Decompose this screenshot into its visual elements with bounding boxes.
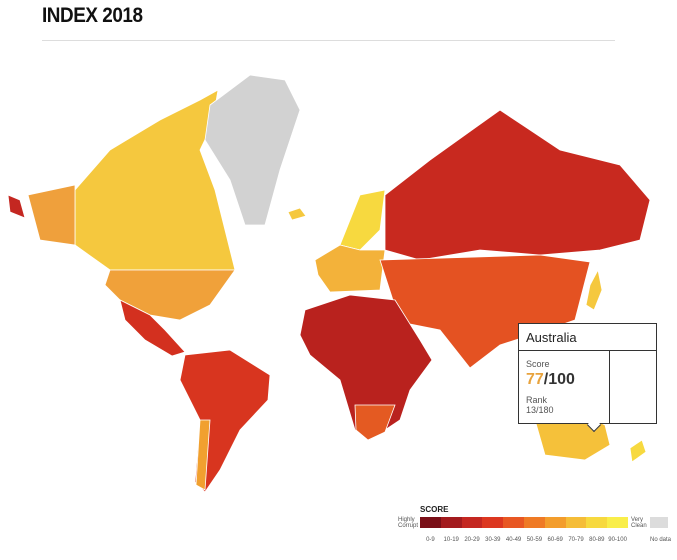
legend-swatch (440, 517, 463, 528)
score-suffix: /100 (543, 371, 575, 388)
tooltip-body: Score 77/100 Rank 13/180 (526, 359, 575, 415)
score: 77/100 (526, 371, 575, 389)
legend-swatch (524, 517, 546, 528)
usa (104, 269, 236, 321)
legend-bin-label: 90-100 (608, 537, 627, 543)
legend-swatch (544, 517, 567, 528)
greenland (204, 74, 301, 226)
legend-bin-label: 30-39 (485, 537, 501, 543)
legend-swatch (482, 517, 504, 528)
legend-high: Very Clean (631, 517, 647, 529)
legend-low: Highly Corrupt (398, 517, 419, 529)
divider (42, 40, 615, 41)
no-data-label: No data (650, 537, 672, 543)
legend-bin-label: 50-59 (526, 537, 543, 543)
legend-bin-label: 0-9 (426, 537, 435, 543)
alaska (27, 184, 76, 246)
legend-bin-label: 70-79 (568, 537, 584, 543)
legend-title: SCORE (420, 505, 449, 514)
title: INDEX 2018 (42, 4, 143, 27)
legend-swatch (565, 517, 587, 528)
legend-bin-label: 40-49 (505, 537, 522, 543)
legend-swatch (607, 517, 629, 528)
southern-africa (354, 404, 396, 441)
score-label: Score (526, 359, 550, 369)
tooltip: Australia Score 77/100 Rank 13/180 (518, 323, 657, 433)
tooltip-divider (609, 351, 610, 424)
iceland (287, 207, 307, 221)
south-america (179, 349, 271, 493)
legend-bin-label: 10-19 (443, 537, 459, 543)
central-america (119, 299, 186, 357)
legend-bin-label: 20-29 (464, 537, 480, 543)
legend-swatch (461, 517, 483, 528)
japan (585, 268, 603, 311)
legend-swatch (420, 517, 442, 528)
legend-bin-label: 80-89 (589, 537, 605, 543)
rank-label: Rank (526, 395, 548, 405)
chukotka (7, 194, 26, 219)
europe (314, 244, 386, 293)
legend-swatch (586, 517, 608, 528)
legend-bin-label: 60-69 (547, 537, 563, 543)
rank: 13/180 (526, 405, 554, 415)
russia (384, 109, 651, 261)
score-value: 77 (526, 371, 544, 388)
tooltip-country: Australia (519, 324, 656, 351)
scandinavia (339, 189, 386, 251)
no-data-swatch (650, 517, 668, 528)
new-zealand (629, 439, 647, 463)
legend-swatch (503, 517, 525, 528)
chile (195, 419, 211, 491)
africa (299, 294, 433, 441)
